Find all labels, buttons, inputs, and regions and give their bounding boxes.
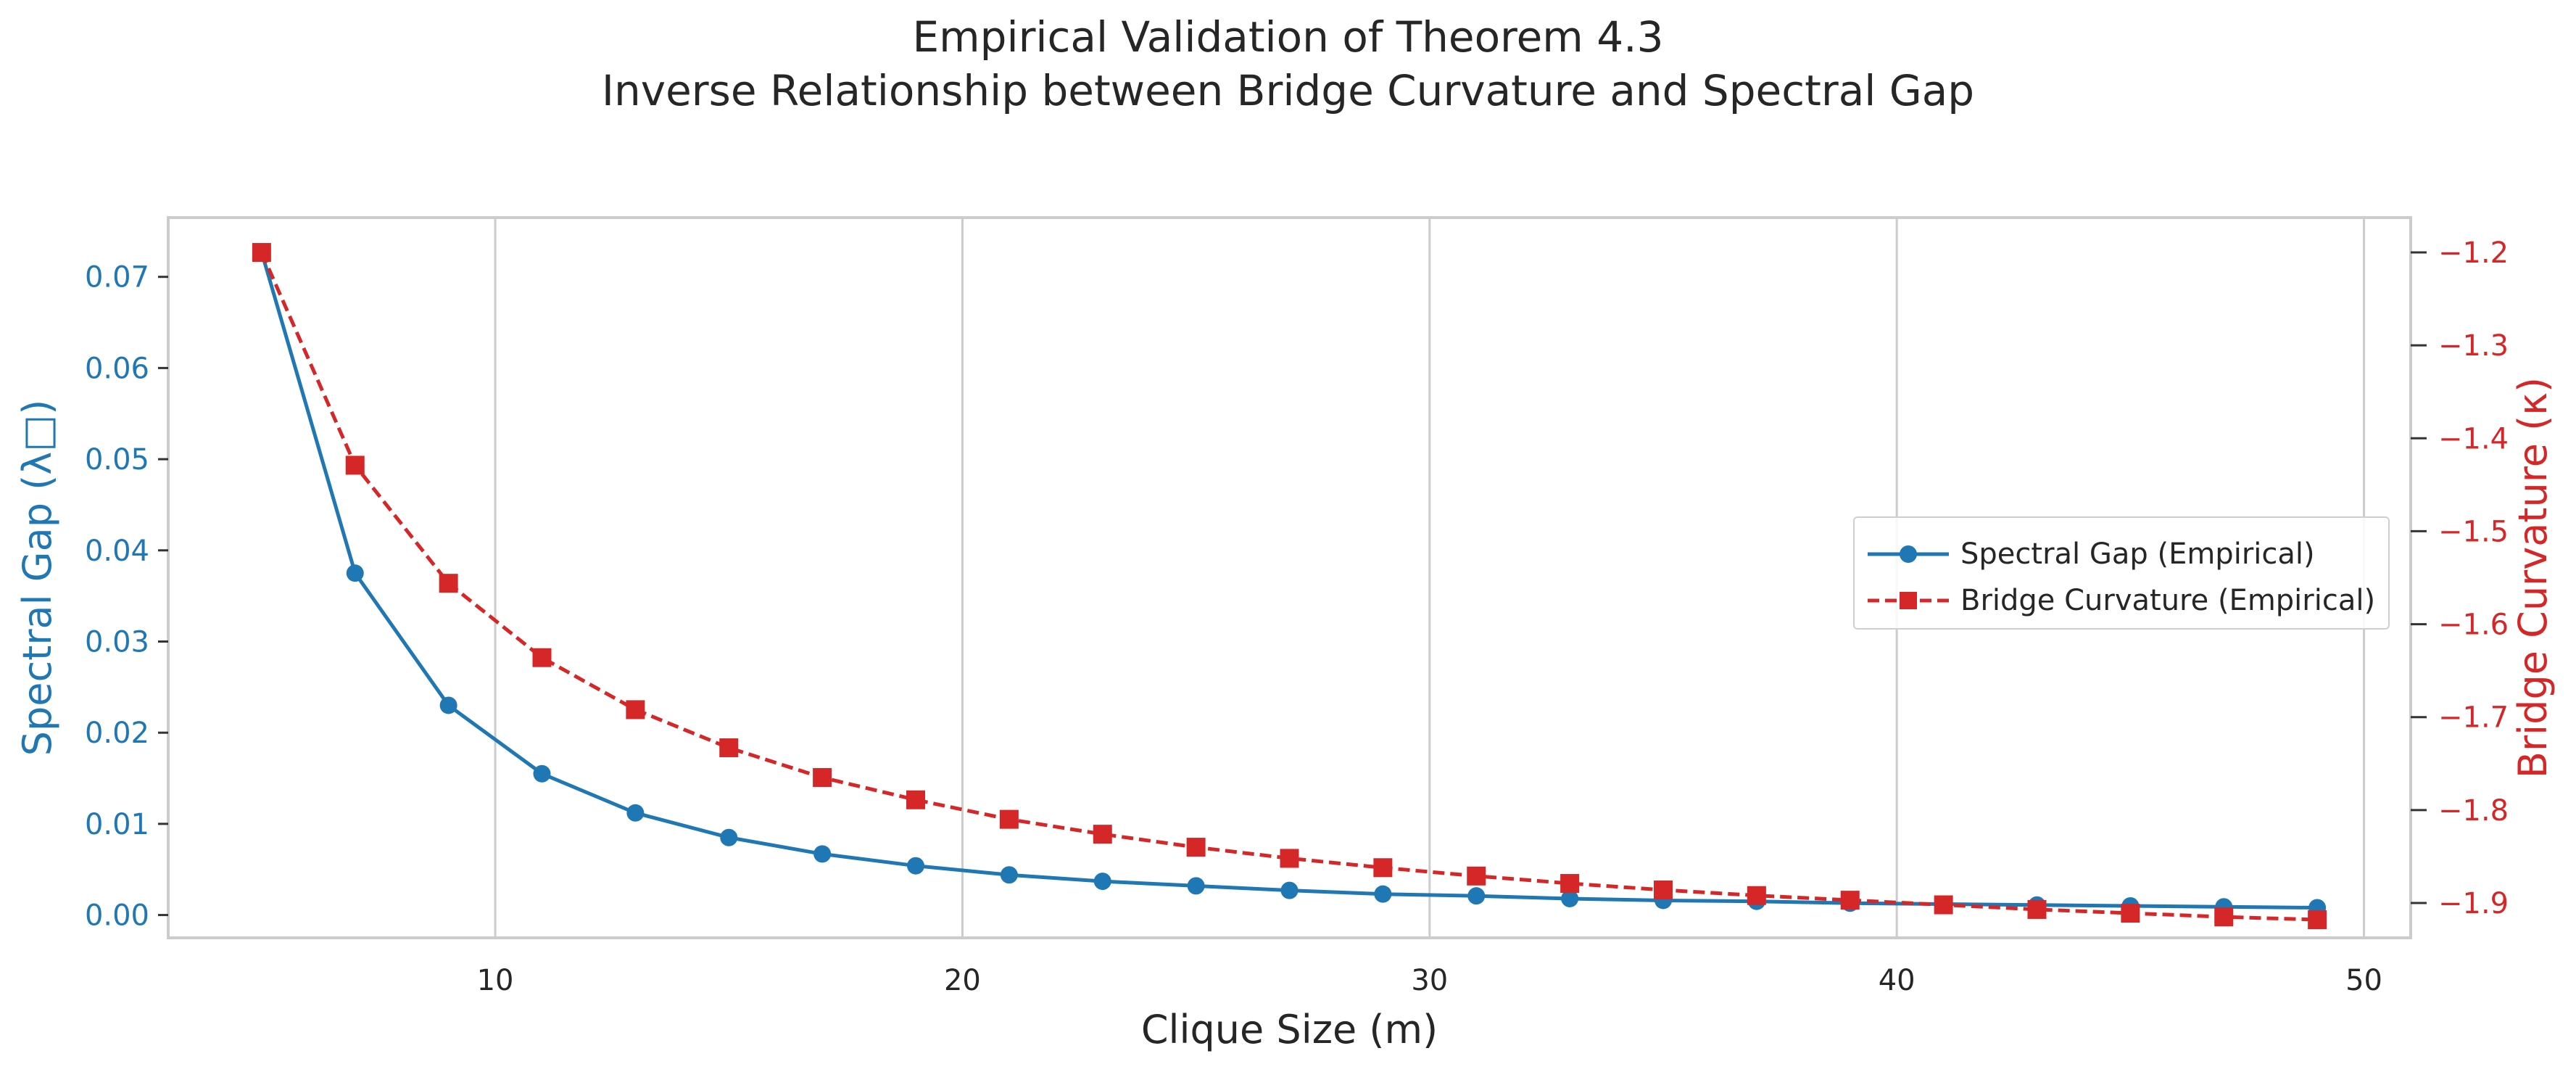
spectral-point	[1561, 889, 1579, 907]
right-tick-label: −1.8	[2438, 794, 2509, 828]
curvature-point	[1467, 866, 1486, 886]
left-tick-label: 0.06	[85, 352, 149, 385]
legend-label-spectral: Spectral Gap (Empirical)	[1960, 537, 2315, 571]
spectral-point	[1467, 887, 1486, 905]
spectral-point	[346, 564, 364, 582]
series-line-curvature	[260, 251, 2318, 922]
spectral-point	[626, 804, 645, 822]
left-tick-label: 0.05	[85, 443, 149, 477]
curvature-point	[252, 243, 271, 263]
legend-item-curvature: Bridge Curvature (Empirical)	[1855, 579, 2388, 622]
curvature-point	[906, 790, 925, 809]
plot-border	[167, 216, 2412, 939]
axis-layer: 10 20 30 40 50 0.00 0.01 0.02 0.03 0.04 0.05 0.06 0.…	[15, 236, 2556, 1052]
right-tick-label: −1.7	[2438, 701, 2509, 735]
legend-item-spectral: Spectral Gap (Empirical)	[1855, 532, 2388, 576]
spectral-point	[533, 764, 551, 783]
spectral-point	[1093, 873, 1111, 891]
curvature-point	[1373, 858, 1393, 878]
legend-swatch-curvature	[1868, 592, 1949, 609]
x-tick-label: 20	[944, 964, 981, 997]
legend: Spectral Gap (Empirical) Bridge Curvatur…	[1853, 516, 2390, 630]
curvature-point	[626, 700, 645, 720]
left-tick-label: 0.02	[85, 717, 149, 750]
right-tick-label: −1.9	[2438, 887, 2509, 920]
curvature-point	[1934, 895, 1953, 915]
curvature-point	[999, 809, 1019, 829]
chart-title-line1: Empirical Validation of Theorem 4.3	[912, 12, 1664, 62]
curvature-point	[2308, 910, 2327, 930]
chart-title-line2: Inverse Relationship between Bridge Curv…	[601, 66, 1975, 115]
curvature-point	[439, 574, 458, 593]
x-tick-label: 10	[477, 964, 514, 997]
left-tick-label: 0.03	[85, 625, 149, 659]
x-tick-label: 30	[1411, 964, 1448, 997]
spectral-point	[1187, 877, 1205, 895]
curvature-point	[1840, 891, 1860, 910]
spectral-point	[720, 828, 738, 846]
curvature-point	[1654, 881, 1673, 900]
chart-title: Empirical Validation of Theorem 4.3 Inve…	[0, 10, 2576, 117]
right-axis-label: Bridge Curvature (κ)	[2510, 377, 2556, 778]
curvature-point	[2214, 907, 2234, 927]
right-tick-label: −1.4	[2438, 422, 2509, 455]
spectral-point	[907, 857, 924, 875]
grid-layer	[494, 218, 2366, 938]
spectral-point	[813, 845, 832, 863]
spectral-point	[1374, 885, 1392, 903]
x-tick-label: 50	[2345, 964, 2382, 997]
x-axis-label: Clique Size (m)	[1141, 1007, 1438, 1052]
legend-swatch-spectral	[1868, 545, 1949, 563]
left-tick-label: 0.01	[85, 808, 149, 841]
legend-label-curvature: Bridge Curvature (Empirical)	[1960, 584, 2376, 617]
curvature-point	[1093, 825, 1112, 844]
right-tick-label: −1.5	[2438, 515, 2509, 548]
left-tick-label: 0.07	[85, 261, 149, 294]
curvature-point	[2121, 904, 2140, 923]
curvature-point	[1560, 874, 1580, 894]
curvature-point	[1747, 886, 1766, 905]
plot-frame	[167, 216, 2412, 939]
spectral-point	[1000, 866, 1018, 884]
curvature-point	[532, 648, 552, 667]
curvature-point	[345, 455, 365, 475]
right-tick-label: −1.3	[2438, 329, 2509, 363]
right-tick-label: −1.2	[2438, 236, 2509, 270]
curvature-point	[719, 738, 739, 757]
right-tick-label: −1.6	[2438, 609, 2509, 642]
x-tick-label: 40	[1879, 964, 1916, 997]
curvature-point	[813, 767, 832, 787]
curvature-point	[1280, 849, 1299, 868]
left-tick-label: 0.04	[85, 535, 149, 568]
spectral-point	[439, 696, 457, 714]
left-tick-label: 0.00	[85, 899, 149, 933]
series-layer	[252, 243, 2327, 930]
left-axis-label: Spectral Gap (λ□)	[15, 400, 60, 756]
spectral-point	[1280, 881, 1299, 899]
curvature-point	[1186, 838, 1206, 857]
curvature-point	[2027, 899, 2047, 919]
